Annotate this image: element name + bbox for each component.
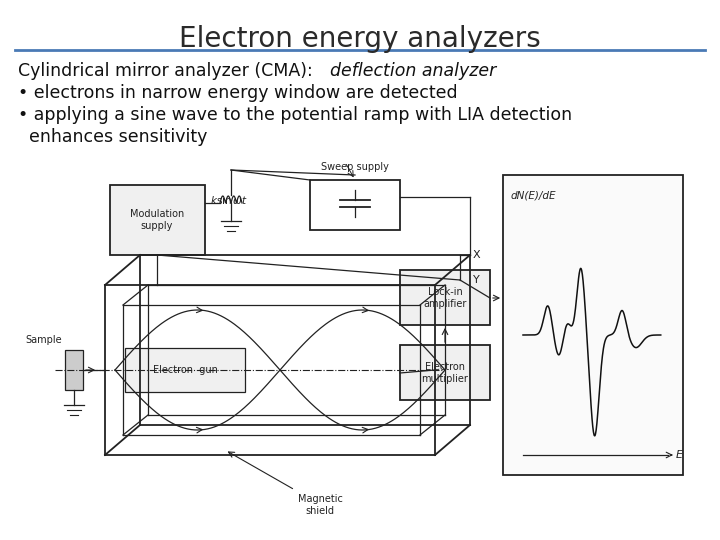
Text: enhances sensitivity: enhances sensitivity — [18, 128, 207, 146]
Text: Cylindrical mirror analyzer (CMA):: Cylindrical mirror analyzer (CMA): — [18, 62, 318, 80]
Bar — [110, 185, 205, 255]
Text: X: X — [473, 250, 481, 260]
Text: Y: Y — [473, 275, 480, 285]
Text: E: E — [676, 450, 683, 460]
Text: deflection analyzer: deflection analyzer — [330, 62, 496, 80]
Bar — [400, 345, 490, 400]
Text: Sweep supply: Sweep supply — [321, 162, 389, 172]
Text: dN(E)/dE: dN(E)/dE — [511, 190, 557, 200]
Text: Magnetic
shield: Magnetic shield — [297, 494, 343, 516]
Bar — [503, 175, 683, 475]
Text: Electron  gun: Electron gun — [153, 365, 217, 375]
Text: Electron
multiplier: Electron multiplier — [422, 362, 469, 384]
Bar — [65, 350, 83, 390]
Text: Electron energy analyzers: Electron energy analyzers — [179, 25, 541, 53]
Bar — [310, 180, 400, 230]
Text: Lock-in
amplifier: Lock-in amplifier — [423, 287, 467, 309]
Text: Sample: Sample — [25, 335, 62, 345]
Text: • applying a sine wave to the potential ramp with LIA detection: • applying a sine wave to the potential … — [18, 106, 572, 124]
Bar — [400, 270, 490, 325]
Text: • electrons in narrow energy window are detected: • electrons in narrow energy window are … — [18, 84, 458, 102]
Text: $k\sin\omega t$: $k\sin\omega t$ — [210, 194, 248, 206]
Bar — [125, 348, 245, 392]
Text: Modulation
supply: Modulation supply — [130, 209, 184, 231]
